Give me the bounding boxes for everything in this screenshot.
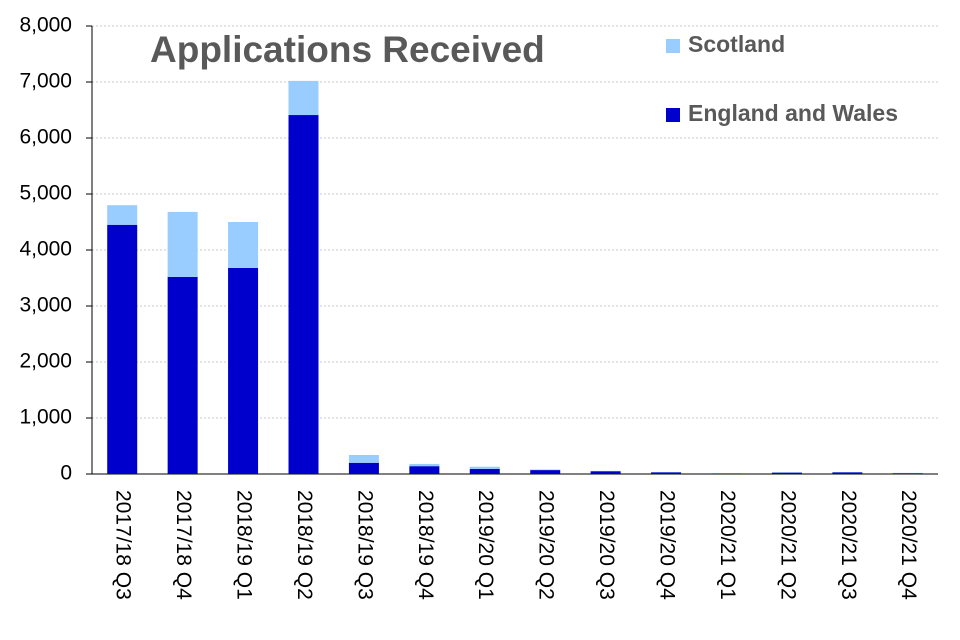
- x-tick-label: 2018/19 Q2: [293, 490, 316, 600]
- y-tick-label: 2,000: [19, 350, 72, 373]
- bar-segment: [530, 470, 561, 474]
- y-tick-label: 3,000: [19, 294, 72, 317]
- x-tick-label: 2019/20 Q1: [474, 490, 497, 600]
- x-tick-label: 2018/19 Q1: [233, 490, 256, 600]
- bar-segment: [107, 224, 138, 474]
- x-tick-label: 2017/18 Q4: [172, 490, 195, 600]
- bar-segment: [409, 466, 440, 474]
- x-tick-label: 2019/20 Q2: [535, 490, 558, 600]
- bar-segment: [348, 462, 379, 474]
- bar-segment: [892, 473, 923, 474]
- x-tick-label: 2017/18 Q3: [112, 490, 135, 600]
- bar-segment: [288, 115, 319, 474]
- x-tick-label: 2020/21 Q1: [716, 490, 739, 600]
- x-tick-label: 2020/21 Q3: [837, 490, 860, 600]
- y-tick-label: 6,000: [19, 126, 72, 149]
- x-tick-label: 2019/20 Q4: [656, 490, 679, 600]
- x-tick-label: 2020/21 Q2: [776, 490, 799, 600]
- x-tick-label: 2018/19 Q4: [414, 490, 437, 600]
- y-tick-label: 4,000: [19, 238, 72, 261]
- bar-segment: [228, 267, 259, 474]
- legend-label: England and Wales: [688, 100, 898, 126]
- x-tick-label: 2018/19 Q3: [353, 490, 376, 600]
- bar-segment: [409, 463, 440, 467]
- bar-segment: [711, 473, 742, 474]
- bar-segment: [228, 222, 259, 268]
- x-tick-label: 2020/21 Q4: [897, 490, 920, 600]
- y-tick-label: 8,000: [19, 14, 72, 37]
- legend-label: Scotland: [688, 31, 785, 57]
- legend-swatch: [666, 39, 680, 53]
- y-tick-label: 0: [60, 462, 72, 485]
- bar-segment: [651, 472, 682, 474]
- x-tick-label: 2019/20 Q3: [595, 490, 618, 600]
- bar-segment: [771, 472, 802, 474]
- bar-segment: [167, 276, 198, 474]
- bar-segment: [469, 466, 500, 469]
- bar-segment: [288, 80, 319, 116]
- y-tick-label: 5,000: [19, 182, 72, 205]
- legend-swatch: [666, 108, 680, 122]
- bar-segment: [530, 469, 561, 471]
- y-tick-label: 1,000: [19, 406, 72, 429]
- bar-segment: [590, 471, 621, 474]
- bar-segment: [469, 468, 500, 474]
- chart-title: Applications Received: [150, 29, 545, 70]
- bar-segment: [107, 205, 138, 225]
- bar-segment: [167, 211, 198, 277]
- bar-segment: [832, 472, 863, 474]
- bar-segment: [348, 454, 379, 463]
- y-tick-label: 7,000: [19, 70, 72, 93]
